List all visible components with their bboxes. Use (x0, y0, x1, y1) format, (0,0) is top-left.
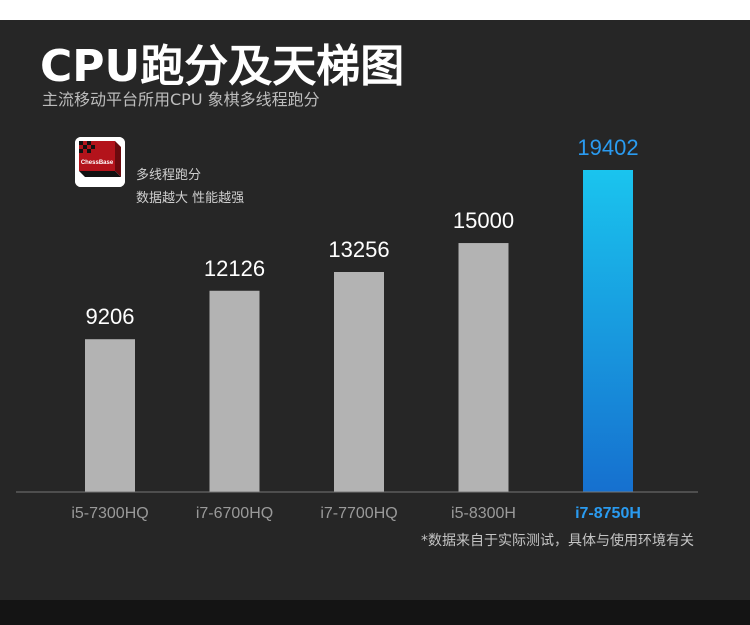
footnote: *数据来自于实际测试，具体与使用环境有关 (421, 533, 694, 549)
page-title: CPU跑分及天梯图 (40, 41, 405, 92)
legend-line-2: 数据越大 性能越强 (136, 191, 245, 206)
bar-value-label: 19402 (577, 135, 638, 160)
bar-value-label: 13256 (328, 237, 389, 262)
bar-value-label: 12126 (204, 256, 265, 281)
bottom-band (0, 600, 750, 625)
x-tick-label: i7-7700HQ (320, 505, 397, 522)
x-tick-label: i7-8750H (575, 505, 641, 522)
bar-i5-7300HQ (85, 339, 135, 492)
x-tick-label: i5-7300HQ (71, 505, 148, 522)
bar-i7-6700HQ (209, 290, 260, 492)
bar-value-label: 15000 (453, 208, 514, 233)
chessbase-logo-graphic: ChessBase (75, 137, 125, 187)
bar-i7-7700HQ (334, 272, 384, 492)
x-tick-label: i5-8300H (451, 505, 516, 522)
logo-text: ChessBase (81, 160, 114, 166)
bar-i7-8750H (583, 170, 633, 492)
legend-line-1: 多线程跑分 (136, 168, 202, 183)
chessbase-logo-icon: ChessBase (75, 137, 125, 187)
bar-i5-8300H (458, 243, 509, 492)
page-subtitle: 主流移动平台所用CPU 象棋多线程跑分 (42, 90, 320, 109)
bar-chart: 9206 i5-7300HQ 12126 i7-6700HQ 13256 i7-7700H… (16, 135, 698, 522)
bar-value-label: 9206 (86, 304, 135, 329)
x-tick-label: i7-6700HQ (196, 505, 273, 522)
